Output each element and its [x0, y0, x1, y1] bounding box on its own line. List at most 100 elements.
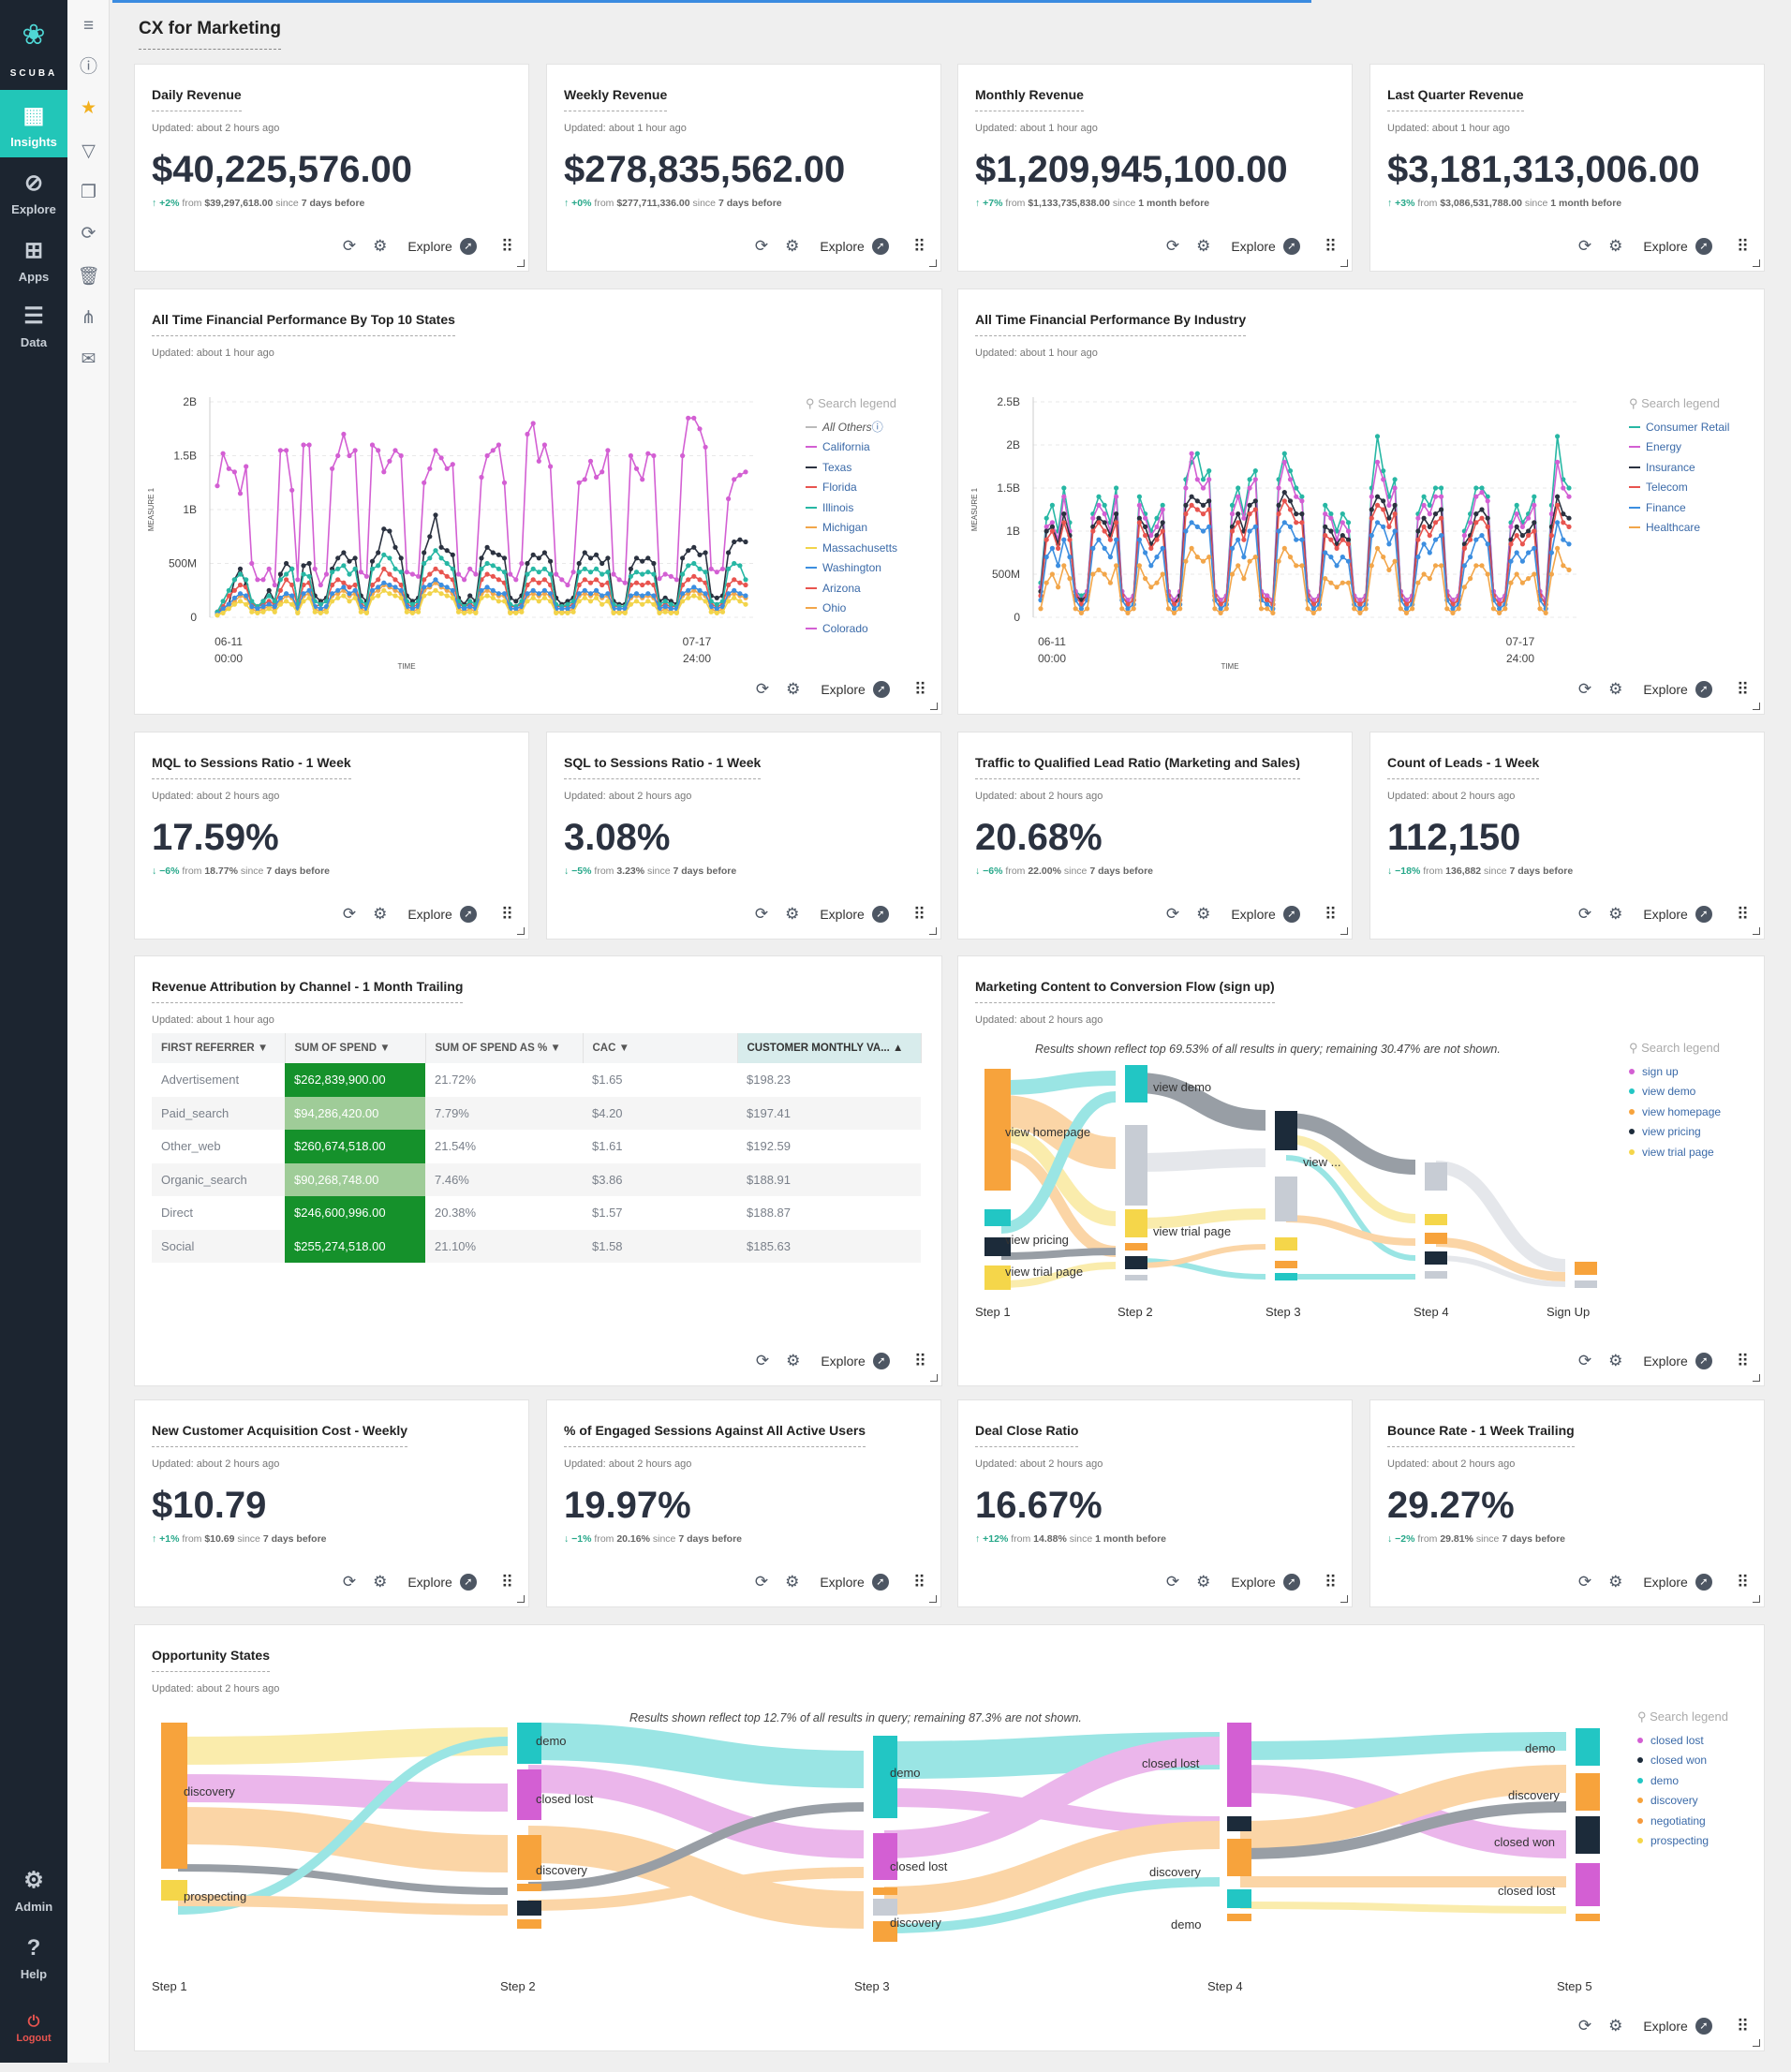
drag-handle-icon[interactable]: ⠿ — [1736, 2016, 1749, 2035]
explore-button[interactable]: Explore — [820, 907, 865, 922]
data-point[interactable] — [541, 550, 547, 555]
data-point[interactable] — [284, 591, 289, 597]
data-point[interactable] — [231, 595, 237, 600]
data-point[interactable] — [335, 595, 341, 600]
data-point[interactable] — [680, 591, 686, 597]
data-point[interactable] — [1200, 511, 1206, 517]
data-point[interactable] — [1427, 533, 1432, 539]
resize-handle[interactable] — [1753, 703, 1760, 710]
data-point[interactable] — [1096, 520, 1102, 525]
data-point[interactable] — [1450, 610, 1456, 615]
data-point[interactable] — [1555, 494, 1561, 499]
data-point[interactable] — [433, 548, 438, 554]
data-point[interactable] — [1497, 606, 1502, 612]
data-point[interactable] — [398, 587, 404, 593]
data-point[interactable] — [691, 544, 697, 550]
data-point[interactable] — [1526, 528, 1532, 534]
data-point[interactable] — [404, 609, 409, 614]
drag-handle-icon[interactable]: ⠿ — [912, 1572, 925, 1591]
data-point[interactable] — [513, 610, 519, 615]
legend-search[interactable]: ⚲ Search legend — [1629, 396, 1720, 410]
data-point[interactable] — [266, 593, 272, 599]
drag-handle-icon[interactable]: ⠿ — [913, 1351, 926, 1370]
data-point[interactable] — [1265, 598, 1270, 603]
data-point[interactable] — [301, 591, 306, 597]
data-point[interactable] — [249, 560, 255, 567]
data-point[interactable] — [732, 560, 737, 567]
data-point[interactable] — [422, 585, 427, 590]
legend-item[interactable]: closed won — [1637, 1751, 1728, 1771]
data-point[interactable] — [284, 571, 289, 577]
data-point[interactable] — [427, 555, 433, 561]
explore-button[interactable]: Explore — [1643, 1575, 1688, 1590]
data-point[interactable] — [404, 570, 409, 575]
data-point[interactable] — [1421, 571, 1427, 577]
data-point[interactable] — [703, 599, 708, 604]
data-point[interactable] — [1241, 537, 1247, 542]
data-point[interactable] — [501, 555, 508, 561]
data-point[interactable] — [1200, 502, 1206, 508]
data-point[interactable] — [1241, 515, 1247, 521]
data-point[interactable] — [530, 566, 536, 571]
data-point[interactable] — [657, 576, 662, 582]
nav-help[interactable]: ? Help — [0, 1922, 67, 1990]
data-point[interactable] — [628, 573, 634, 579]
data-point[interactable] — [479, 595, 484, 600]
data-point[interactable] — [737, 591, 743, 597]
data-point[interactable] — [651, 593, 657, 599]
data-point[interactable] — [1160, 502, 1165, 508]
data-point[interactable] — [369, 566, 376, 571]
refresh-icon[interactable]: ⟳ — [755, 680, 770, 698]
data-point[interactable] — [1265, 606, 1270, 612]
data-point[interactable] — [541, 595, 547, 600]
data-point[interactable] — [1410, 606, 1415, 612]
gear-icon[interactable]: ⚙ — [786, 680, 801, 698]
data-point[interactable] — [450, 552, 455, 557]
data-point[interactable] — [1096, 494, 1102, 499]
data-point[interactable] — [444, 573, 450, 579]
data-point[interactable] — [306, 560, 312, 567]
data-point[interactable] — [226, 593, 231, 599]
data-point[interactable] — [215, 483, 220, 489]
data-point[interactable] — [628, 566, 634, 571]
data-point[interactable] — [1114, 563, 1119, 569]
gear-icon[interactable]: ⚙ — [373, 1573, 388, 1591]
compass-icon[interactable]: ➚ — [872, 1353, 890, 1369]
data-point[interactable] — [570, 603, 576, 610]
legend-item[interactable]: Telecom — [1629, 478, 1729, 498]
data-point[interactable] — [438, 455, 444, 461]
data-point[interactable] — [381, 587, 387, 593]
data-point[interactable] — [496, 552, 501, 557]
data-point[interactable] — [726, 496, 732, 502]
data-point[interactable] — [490, 587, 496, 593]
data-point[interactable] — [1096, 567, 1102, 572]
data-point[interactable] — [541, 442, 547, 448]
data-point[interactable] — [743, 539, 748, 545]
compass-icon[interactable]: ➚ — [871, 1574, 889, 1591]
compass-icon[interactable]: ➚ — [872, 681, 890, 698]
data-point[interactable] — [479, 566, 484, 571]
data-point[interactable] — [1479, 490, 1485, 496]
data-point[interactable] — [1183, 528, 1189, 534]
data-point[interactable] — [645, 570, 651, 575]
data-point[interactable] — [1403, 606, 1410, 612]
data-point[interactable] — [668, 573, 673, 579]
data-point[interactable] — [318, 606, 323, 612]
data-point[interactable] — [651, 452, 657, 459]
data-point[interactable] — [1276, 558, 1281, 564]
data-point[interactable] — [1194, 498, 1200, 504]
data-point[interactable] — [1485, 524, 1490, 529]
legend-search[interactable]: ⚲ Search legend — [1637, 1709, 1728, 1724]
legend-item[interactable]: Washington — [806, 558, 897, 579]
data-point[interactable] — [462, 606, 467, 612]
data-point[interactable] — [513, 606, 519, 612]
data-point[interactable] — [1374, 494, 1381, 499]
data-point[interactable] — [1415, 528, 1421, 534]
resize-handle[interactable] — [1340, 1595, 1348, 1603]
data-point[interactable] — [1096, 515, 1102, 521]
data-point[interactable] — [1206, 524, 1212, 529]
compass-icon[interactable]: ➚ — [459, 906, 477, 923]
data-point[interactable] — [427, 534, 433, 540]
data-point[interactable] — [392, 544, 398, 550]
data-point[interactable] — [1427, 524, 1432, 529]
